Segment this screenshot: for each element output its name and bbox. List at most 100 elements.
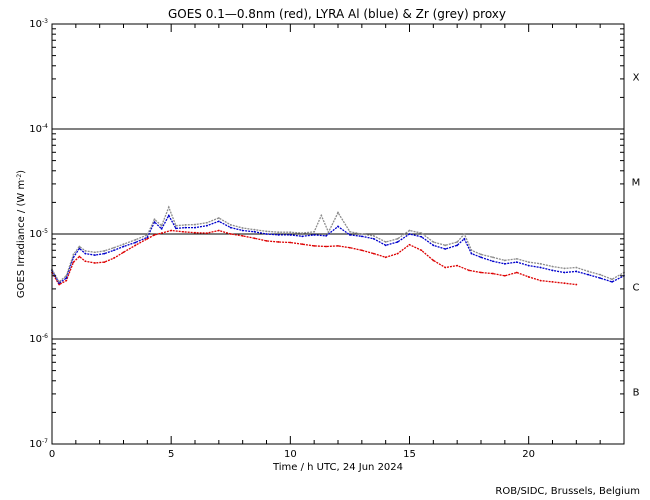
series-2-point-51 <box>575 266 578 269</box>
series-2-point-21 <box>241 227 244 229</box>
series-2-point-1 <box>58 280 61 283</box>
series-1-point-40 <box>463 237 466 240</box>
x-tick-label-4: 20 <box>522 449 535 460</box>
series-1-point-42 <box>480 256 482 259</box>
series-1-point-21 <box>241 229 244 232</box>
series-1-point-41 <box>470 252 473 255</box>
series-2-point-44 <box>492 256 494 259</box>
series-1-point-35 <box>408 233 411 235</box>
y-tick-label-2: 10-5 <box>29 228 48 240</box>
series-1-point-51 <box>587 273 590 276</box>
series-2-point-15 <box>175 224 177 227</box>
series-0-point-17 <box>206 232 208 234</box>
flare-class-x: X <box>633 73 640 84</box>
y-axis-label: GOES Irradiance / (W m-2) <box>16 170 27 298</box>
series-2-point-53 <box>599 273 602 276</box>
series-0-point-13 <box>160 232 163 234</box>
y-tick-label-1: 10-4 <box>29 123 48 135</box>
series-0-point-16 <box>194 231 196 234</box>
series-0-point-4 <box>78 255 81 258</box>
y-tick-label-3: 10-6 <box>29 333 48 345</box>
series-2-point-20 <box>229 224 232 226</box>
series-2-point-12 <box>153 218 156 221</box>
series-1-point-16 <box>184 226 187 229</box>
flare-class-labels: X M C B <box>632 73 641 399</box>
series-2-point-36 <box>408 229 411 232</box>
series-0-point-11 <box>146 237 149 240</box>
x-tick-label-3: 15 <box>403 449 416 460</box>
series-2-point-27 <box>313 230 316 233</box>
series-2-point-30 <box>337 211 339 214</box>
series-2-point-52 <box>587 270 590 273</box>
y-tick-label-4: 10-7 <box>29 438 48 450</box>
series-0-point-22 <box>265 239 268 242</box>
series-2-point-46 <box>515 257 518 260</box>
series-0-point-9 <box>122 251 125 254</box>
series-1-point-10 <box>134 241 137 244</box>
series-0-point-44 <box>527 276 530 278</box>
series-0-point-25 <box>301 243 304 246</box>
series-2-point-42 <box>470 249 473 252</box>
series-2-point-40 <box>456 241 459 243</box>
series-1-point-27 <box>313 234 316 236</box>
x-axis-label: Time / h UTC, 24 Jun 2024 <box>272 462 403 473</box>
series-1-point-50 <box>575 270 578 273</box>
x-tick-label-0: 0 <box>49 449 55 460</box>
series-0-point-10 <box>134 244 137 247</box>
series-line-2 <box>51 205 625 283</box>
series-0-point-36 <box>432 259 435 262</box>
series-1-point-13 <box>160 227 163 230</box>
y-tick-label-0: 10-3 <box>29 18 48 30</box>
series-1-point-18 <box>206 224 208 227</box>
series-1-point-37 <box>432 244 435 247</box>
series-1-point-22 <box>253 230 256 233</box>
series-0-point-1 <box>58 283 61 286</box>
series-2-point-14 <box>167 206 170 209</box>
series-1-point-8 <box>113 249 115 252</box>
series-1-point-47 <box>539 266 542 269</box>
series-0-point-46 <box>551 280 554 283</box>
series-2-point-37 <box>420 232 423 234</box>
series-1-point-33 <box>384 244 387 247</box>
series-0-point-47 <box>563 282 566 285</box>
series-0-point-41 <box>492 272 494 275</box>
series-2-point-34 <box>384 241 387 243</box>
series-2-point-29 <box>327 231 330 234</box>
series-2-point-31 <box>349 230 351 233</box>
series-0-point-5 <box>84 260 87 263</box>
series-1-point-7 <box>103 252 106 255</box>
series-0-point-30 <box>360 249 363 252</box>
series-2-point-6 <box>94 251 96 254</box>
series-2-point-35 <box>396 237 399 240</box>
series-1-point-29 <box>337 225 339 228</box>
series-0-point-45 <box>539 279 542 282</box>
series-2-point-2 <box>65 274 68 277</box>
series-1-point-39 <box>456 244 459 247</box>
series-0-point-7 <box>103 261 106 263</box>
series-2-point-17 <box>194 223 196 226</box>
series-1-point-32 <box>372 237 375 240</box>
flare-class-c: C <box>633 283 640 294</box>
y-axis-label-close: ) <box>16 170 27 174</box>
credit-text: ROB/SIDC, Brussels, Belgium <box>495 486 640 497</box>
series-1-point-17 <box>194 226 196 229</box>
series-1-point-28 <box>325 234 327 237</box>
series-1-point-52 <box>599 277 602 280</box>
series-0-point-42 <box>503 274 506 277</box>
series-0-point-37 <box>444 266 447 269</box>
series-2-point-13 <box>160 224 163 227</box>
series-0-point-6 <box>94 262 96 264</box>
series-1-point-24 <box>277 234 280 236</box>
series-2-point-50 <box>563 267 566 270</box>
series-0-point-3 <box>72 261 75 263</box>
series-2-point-49 <box>551 265 554 268</box>
series-2-point-9 <box>122 243 125 246</box>
series-2-point-24 <box>277 231 280 234</box>
x-tick-label-1: 5 <box>168 449 174 460</box>
series-line-0 <box>51 229 577 286</box>
series-1-point-53 <box>611 280 613 283</box>
series-1-point-9 <box>122 245 125 248</box>
series-1-point-45 <box>515 261 518 263</box>
series-0-point-33 <box>396 252 399 255</box>
